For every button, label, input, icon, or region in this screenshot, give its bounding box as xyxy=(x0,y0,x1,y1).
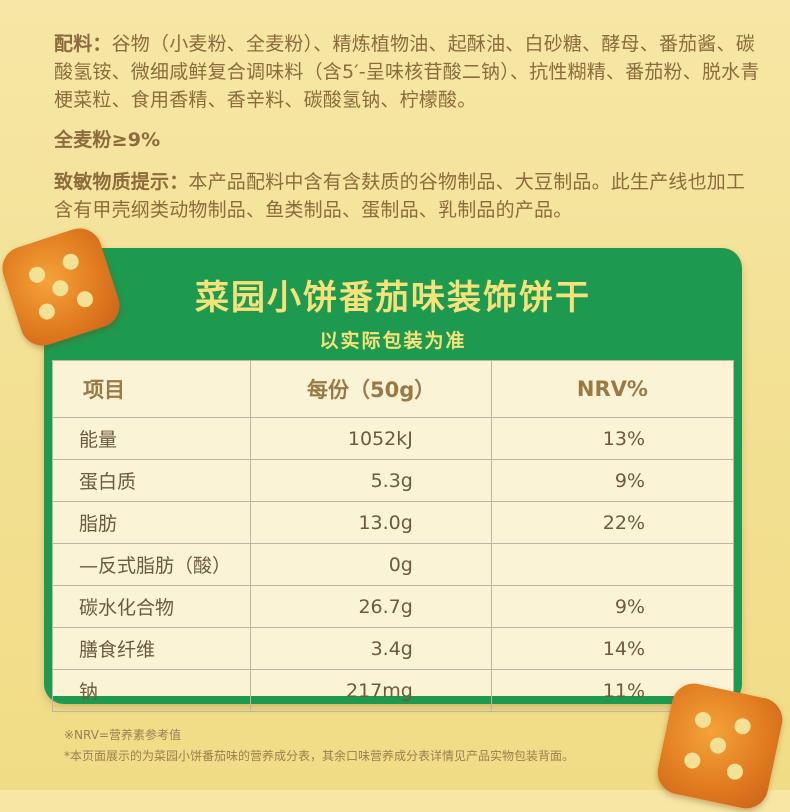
row-per-serving: 1052kJ xyxy=(250,417,492,460)
table-row: —反式脂肪（酸） 0g xyxy=(51,543,735,586)
allergen-text: 本产品配料中含有含麸质的谷物制品、大豆制品。此生产线也加工含有甲壳纲类动物制品、… xyxy=(54,171,746,221)
nutrition-table-wrap: 项目 每份（50g） NRV% 能量 1052kJ 13% 蛋白质 5.3g 9… xyxy=(51,360,735,712)
allergen-label: 致敏物质提示： xyxy=(54,171,189,193)
footnote-disclaimer: *本页面展示的为菜园小饼番茄味的营养成分表，其余口味营养成分表详情见产品实物包装… xyxy=(64,749,575,763)
row-nrv: 13% xyxy=(490,417,735,460)
row-nrv: 9% xyxy=(490,459,735,502)
card-subtitle: 以实际包装为准 xyxy=(319,330,467,352)
row-nrv: 9% xyxy=(490,585,735,628)
ingredients-paragraph: 配料：谷物（小麦粉、全麦粉）、精炼植物油、起酥油、白砂糖、酵母、番茄酱、碳酸氢铵… xyxy=(54,30,764,114)
row-item: 脂肪 xyxy=(51,501,252,544)
nutrition-table: 项目 每份（50g） NRV% 能量 1052kJ 13% 蛋白质 5.3g 9… xyxy=(51,360,735,712)
row-nrv xyxy=(490,543,735,586)
card-title: 菜园小饼番茄味装饰饼干 xyxy=(195,278,591,318)
footnote-nrv: ※NRV=营养素参考值 xyxy=(64,728,181,742)
table-header-row: 项目 每份（50g） NRV% xyxy=(51,360,735,418)
nutrition-card: 菜园小饼番茄味装饰饼干 以实际包装为准 项目 每份（50g） NRV% 能量 1… xyxy=(44,248,742,712)
row-per-serving: 5.3g xyxy=(250,459,492,502)
table-row: 碳水化合物 26.7g 9% xyxy=(51,585,735,628)
table-row: 膳食纤维 3.4g 14% xyxy=(51,627,735,670)
whole-wheat-claim: 全麦粉≥9% xyxy=(54,129,161,151)
allergen-paragraph: 致敏物质提示：本产品配料中含有含麸质的谷物制品、大豆制品。此生产线也加工含有甲壳… xyxy=(54,168,764,224)
ingredients-text: 谷物（小麦粉、全麦粉）、精炼植物油、起酥油、白砂糖、酵母、番茄酱、碳酸氢铵、微细… xyxy=(54,33,760,111)
row-per-serving: 217mg xyxy=(250,669,492,712)
row-nrv: 14% xyxy=(490,627,735,670)
ingredients-label: 配料： xyxy=(54,33,112,55)
table-row: 脂肪 13.0g 22% xyxy=(51,501,735,544)
row-item: 碳水化合物 xyxy=(51,585,252,628)
cracker-image xyxy=(653,679,787,812)
row-item: —反式脂肪（酸） xyxy=(51,543,252,586)
header-nrv: NRV% xyxy=(490,360,735,418)
row-per-serving: 26.7g xyxy=(250,585,492,628)
row-per-serving: 0g xyxy=(250,543,492,586)
row-item: 蛋白质 xyxy=(51,459,252,502)
header-item: 项目 xyxy=(51,360,252,418)
row-per-serving: 3.4g xyxy=(250,627,492,670)
row-nrv: 22% xyxy=(490,501,735,544)
table-row: 蛋白质 5.3g 9% xyxy=(51,459,735,502)
row-item: 能量 xyxy=(51,417,252,460)
product-info-text: 配料：谷物（小麦粉、全麦粉）、精炼植物油、起酥油、白砂糖、酵母、番茄酱、碳酸氢铵… xyxy=(54,30,764,224)
row-item: 钠 xyxy=(51,669,252,712)
header-per-serving: 每份（50g） xyxy=(250,360,492,418)
table-row: 能量 1052kJ 13% xyxy=(51,417,735,460)
row-item: 膳食纤维 xyxy=(51,627,252,670)
row-per-serving: 13.0g xyxy=(250,501,492,544)
table-row: 钠 217mg 11% xyxy=(51,669,735,712)
